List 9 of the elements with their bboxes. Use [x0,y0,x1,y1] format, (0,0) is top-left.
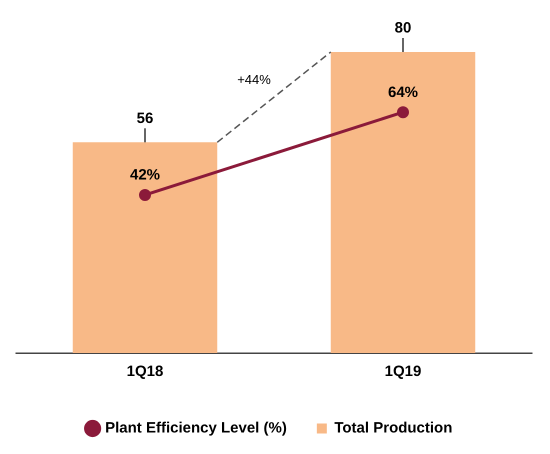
legend-label: Plant Efficiency Level (%) [105,420,287,437]
legend-label: Total Production [334,420,452,437]
data-label: 64% [388,84,418,101]
annotation: +44% [237,72,272,88]
data-label: 80 [394,20,412,37]
data-label: 56 [136,110,154,127]
data-label: 42% [130,166,160,184]
x-tick-label: 1Q18 [126,363,164,380]
x-tick-label: 1Q19 [384,363,422,380]
